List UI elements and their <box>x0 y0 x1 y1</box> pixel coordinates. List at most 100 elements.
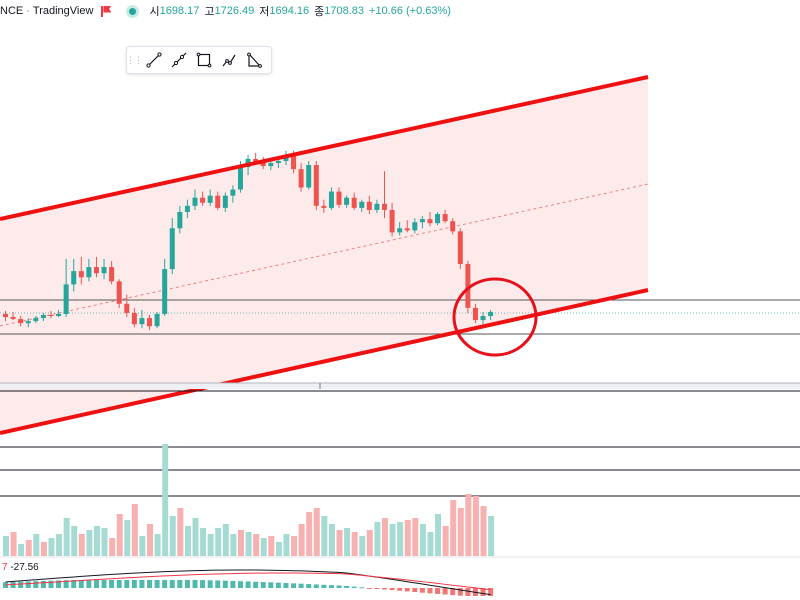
candle[interactable] <box>177 205 183 234</box>
candle[interactable] <box>154 311 160 329</box>
highlight-circle[interactable] <box>452 277 538 357</box>
candle[interactable] <box>412 218 418 234</box>
candle[interactable] <box>230 185 236 203</box>
candle[interactable] <box>366 195 372 215</box>
candle[interactable] <box>435 211 441 226</box>
macd-histogram-bar <box>207 580 213 588</box>
candle[interactable] <box>480 311 486 325</box>
flag-icon[interactable] <box>101 5 111 17</box>
candle[interactable] <box>472 303 478 324</box>
candle[interactable] <box>306 160 312 190</box>
candle[interactable] <box>25 318 31 328</box>
parallel-channel[interactable] <box>0 77 649 433</box>
candle[interactable] <box>101 258 107 280</box>
candle[interactable] <box>419 216 425 229</box>
candle[interactable] <box>313 160 319 210</box>
candle[interactable] <box>33 316 39 324</box>
candle[interactable] <box>200 191 206 206</box>
trend-line-icon[interactable] <box>141 48 166 72</box>
candle[interactable] <box>207 189 213 206</box>
candle[interactable] <box>457 228 463 270</box>
candle[interactable] <box>222 192 228 212</box>
macd-histogram-bar <box>359 587 365 589</box>
signal-line <box>5 572 491 591</box>
candle[interactable] <box>116 279 122 308</box>
macd-histogram-bar <box>124 580 130 588</box>
candle[interactable] <box>192 189 198 210</box>
candle[interactable] <box>131 307 137 328</box>
candle[interactable] <box>336 187 342 208</box>
candle[interactable] <box>321 199 327 213</box>
candle[interactable] <box>404 220 410 233</box>
ray-icon[interactable] <box>166 48 191 72</box>
candle-body <box>275 160 281 164</box>
candle[interactable] <box>344 195 350 208</box>
candle[interactable] <box>328 187 334 210</box>
candlestick-series[interactable] <box>3 150 494 331</box>
candle[interactable] <box>374 199 380 213</box>
path-icon[interactable] <box>216 48 241 72</box>
pane-separator[interactable] <box>0 382 800 392</box>
candle[interactable] <box>162 258 168 317</box>
volume-bar <box>124 520 131 556</box>
candle[interactable] <box>18 316 24 327</box>
candle[interactable] <box>71 258 77 292</box>
channel-borders[interactable] <box>0 75 649 435</box>
volume-bar <box>139 536 146 556</box>
candle[interactable] <box>93 256 99 278</box>
candle-body <box>200 197 206 203</box>
macd-histogram-bar <box>56 580 62 588</box>
candle-body <box>78 271 84 278</box>
high-value: 1726.49 <box>214 5 255 17</box>
candle[interactable] <box>397 222 403 236</box>
candle[interactable] <box>215 191 221 210</box>
drawing-toolbar[interactable]: ⋮⋮ <box>126 46 272 74</box>
macd-histogram-bar <box>237 581 243 588</box>
macd-histogram-bar <box>147 580 153 588</box>
candle[interactable] <box>298 163 304 192</box>
candle[interactable] <box>169 218 175 275</box>
triangle-icon[interactable] <box>241 48 266 72</box>
candle[interactable] <box>488 309 494 321</box>
channel-upper-line <box>0 75 649 221</box>
candle-body <box>382 203 387 210</box>
candle[interactable] <box>351 192 357 210</box>
volume-bar <box>147 524 154 556</box>
macd-histogram-bar <box>435 588 441 594</box>
candle[interactable] <box>139 309 145 329</box>
drag-handle-icon[interactable]: ⋮⋮ <box>126 54 143 65</box>
candle[interactable] <box>86 258 92 282</box>
candle[interactable] <box>442 209 448 224</box>
candle[interactable] <box>48 310 54 319</box>
candle[interactable] <box>109 260 115 285</box>
candle[interactable] <box>10 311 16 321</box>
candle-body <box>419 219 425 223</box>
rectangle-icon[interactable] <box>191 48 216 72</box>
candle-body <box>442 214 448 222</box>
candle[interactable] <box>56 309 62 318</box>
candle-body <box>116 281 122 304</box>
candle[interactable] <box>147 315 153 331</box>
candle[interactable] <box>124 294 130 318</box>
candle[interactable] <box>382 171 387 219</box>
candle[interactable] <box>78 256 84 285</box>
volume-bar <box>488 516 495 556</box>
candle[interactable] <box>63 258 69 318</box>
symbol-name[interactable]: NCE <box>0 5 24 17</box>
volume-bar <box>177 508 184 556</box>
macd-histogram-bar <box>366 588 372 589</box>
macd-histogram-bar <box>48 580 54 588</box>
candle[interactable] <box>450 218 456 235</box>
candle[interactable] <box>184 199 190 219</box>
volume-bar <box>306 512 313 556</box>
candle[interactable] <box>359 199 365 212</box>
candle-body <box>389 209 395 233</box>
volume-bar <box>71 526 78 556</box>
volume-bar <box>435 514 442 556</box>
candle[interactable] <box>389 202 395 237</box>
candle[interactable] <box>40 312 46 322</box>
macd-histogram-bar <box>404 588 410 592</box>
candle[interactable] <box>427 211 433 227</box>
candle[interactable] <box>3 310 8 322</box>
